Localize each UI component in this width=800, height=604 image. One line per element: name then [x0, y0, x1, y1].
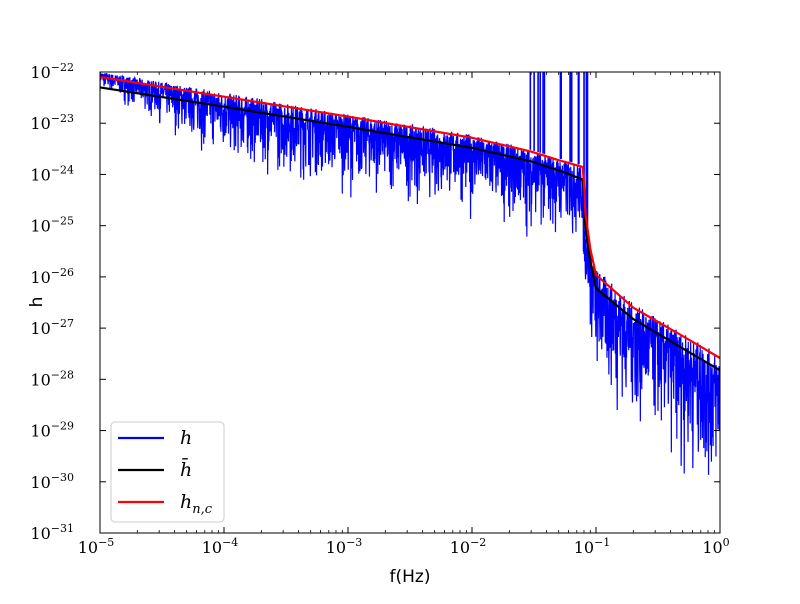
y-tick-exponent: −30 [51, 471, 74, 484]
y-tick-exponent: −28 [51, 368, 74, 381]
series-h-line [100, 72, 720, 475]
plot-area [100, 72, 720, 475]
y-axis-title: h [27, 297, 47, 308]
legend-label: h [180, 427, 192, 449]
y-tick-exponent: −27 [51, 317, 74, 330]
y-tick-exponent: −22 [51, 61, 74, 74]
y-tick-exponent: −23 [51, 112, 74, 125]
legend: hh̄hn,c [110, 421, 225, 523]
legend-box [110, 421, 225, 523]
x-tick-exponent: −1 [594, 536, 610, 549]
y-tick-exponent: −24 [51, 163, 74, 176]
y-tick-label: 10−27 [30, 317, 74, 338]
series-h-band [100, 72, 720, 475]
y-tick-exponent: −26 [51, 266, 74, 279]
y-tick-exponent: −25 [51, 215, 74, 228]
legend-label-subscript: n,c [192, 502, 213, 517]
x-tick-exponent: −2 [470, 536, 486, 549]
series-hnc-line [100, 75, 720, 360]
y-tick-exponent: −29 [51, 420, 74, 433]
x-tick-exponent: −3 [346, 536, 362, 549]
x-tick-exponent: 0 [723, 536, 730, 549]
x-tick-exponent: −5 [98, 536, 114, 549]
y-tick-exponent: −31 [51, 522, 74, 535]
plot-frame [99, 71, 721, 534]
x-tick-exponent: −4 [222, 536, 238, 549]
x-axis-title: f(Hz) [390, 567, 431, 587]
legend-label: h̄ [180, 457, 192, 481]
